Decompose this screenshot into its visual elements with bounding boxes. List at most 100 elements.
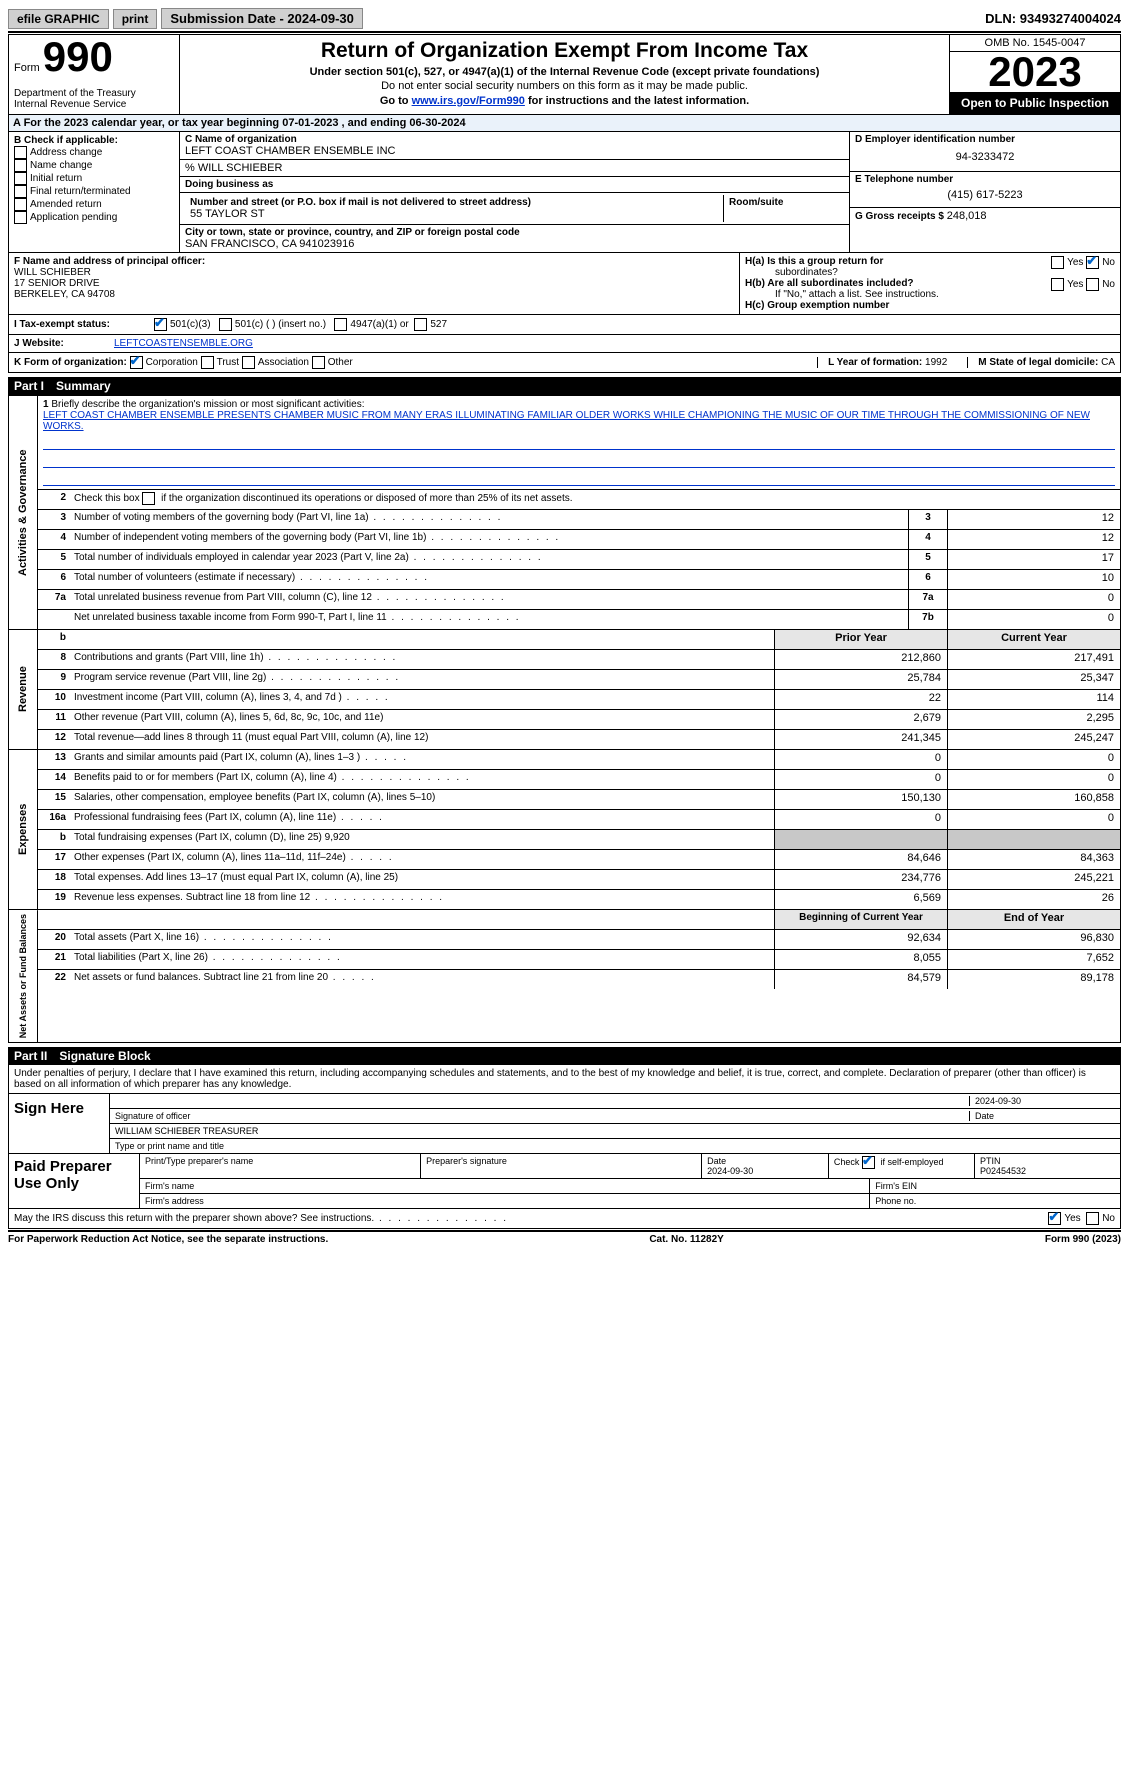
officer-addr2: BERKELEY, CA 94708	[14, 289, 734, 300]
row-k-org-form: K Form of organization: Corporation Trus…	[8, 353, 1121, 373]
chk-other[interactable]	[312, 356, 325, 369]
tax-year: 2023	[950, 52, 1120, 92]
chk-discontinued[interactable]	[142, 492, 155, 505]
section-f-h: F Name and address of principal officer:…	[8, 253, 1121, 315]
row-a-tax-year: A For the 2023 calendar year, or tax yea…	[8, 115, 1121, 132]
summary-table: Activities & Governance 1 Briefly descri…	[8, 395, 1121, 630]
vtab-governance: Activities & Governance	[9, 396, 38, 629]
paid-preparer-label: Paid Preparer Use Only	[9, 1154, 140, 1208]
q1-label: Briefly describe the organization's miss…	[51, 399, 364, 410]
submission-date: Submission Date - 2024-09-30	[161, 8, 363, 29]
gross-label: G Gross receipts $	[855, 211, 947, 222]
chk-527[interactable]	[414, 318, 427, 331]
chk-501c[interactable]	[219, 318, 232, 331]
dba-label: Doing business as	[185, 179, 844, 190]
ha-line: H(a) Is this a group return for Yes No	[745, 256, 1115, 267]
officer-addr1: 17 SENIOR DRIVE	[14, 278, 734, 289]
ein-label: D Employer identification number	[855, 134, 1115, 145]
expenses-table: Expenses 13Grants and similar amounts pa…	[8, 750, 1121, 910]
gross-value: 248,018	[947, 210, 987, 222]
row-j-website: J Website: LEFTCOASTENSEMBLE.ORG	[8, 335, 1121, 353]
footer-right: Form 990 (2023)	[1045, 1234, 1121, 1245]
ptin-value: P02454532	[980, 1166, 1026, 1176]
year-formation: 1992	[925, 357, 947, 368]
sig-officer-label: Signature of officer	[115, 1111, 969, 1121]
top-toolbar: efile GRAPHIC print Submission Date - 20…	[8, 8, 1121, 29]
street-address: 55 TAYLOR ST	[190, 208, 718, 220]
chk-address-change[interactable]: Address change	[14, 146, 174, 159]
part-ii-header: Part II Signature Block	[8, 1047, 1121, 1065]
form-header: Form 990 Department of the Treasury Inte…	[8, 34, 1121, 115]
f-label: F Name and address of principal officer:	[14, 256, 734, 267]
tel-label: E Telephone number	[855, 174, 1115, 185]
chk-501c3[interactable]	[154, 318, 167, 331]
b-header: B Check if applicable:	[14, 135, 174, 146]
dept-treasury: Department of the Treasury Internal Reve…	[14, 88, 174, 110]
vtab-netassets: Net Assets or Fund Balances	[9, 910, 38, 1042]
irs-link[interactable]: www.irs.gov/Form990	[412, 95, 525, 107]
vtab-revenue: Revenue	[9, 630, 38, 749]
care-of: % WILL SCHIEBER	[185, 162, 844, 174]
dln: DLN: 93493274004024	[985, 11, 1121, 26]
hb-line: H(b) Are all subordinates included? Yes …	[745, 278, 1115, 289]
chk-name-change[interactable]: Name change	[14, 159, 174, 172]
room-label: Room/suite	[729, 197, 839, 208]
chk-application-pending[interactable]: Application pending	[14, 211, 174, 224]
sig-intro: Under penalties of perjury, I declare th…	[9, 1065, 1120, 1093]
officer-typed-name: WILLIAM SCHIEBER TREASURER	[115, 1126, 258, 1136]
sign-here-label: Sign Here	[9, 1094, 110, 1153]
chk-trust[interactable]	[201, 356, 214, 369]
firm-name-label: Firm's name	[140, 1179, 870, 1193]
chk-initial-return[interactable]: Initial return	[14, 172, 174, 185]
chk-discuss-yes[interactable]	[1048, 1212, 1061, 1225]
prep-date: 2024-09-30	[707, 1166, 753, 1176]
mission-text: LEFT COAST CHAMBER ENSEMBLE PRESENTS CHA…	[43, 410, 1090, 432]
chk-amended-return[interactable]: Amended return	[14, 198, 174, 211]
footer-cat: Cat. No. 11282Y	[328, 1234, 1045, 1245]
prep-name-label: Print/Type preparer's name	[140, 1154, 421, 1178]
state-domicile: CA	[1101, 357, 1115, 368]
efile-btn[interactable]: efile GRAPHIC	[8, 9, 109, 29]
form-subtitle-2: Do not enter social security numbers on …	[186, 80, 943, 92]
chk-self-employed[interactable]	[862, 1156, 875, 1169]
netassets-table: Net Assets or Fund Balances Beginning of…	[8, 910, 1121, 1043]
q2-label: Check this box if the organization disco…	[70, 490, 1120, 509]
sig-date: 2024-09-30	[969, 1096, 1115, 1106]
prep-sig-label: Preparer's signature	[421, 1154, 702, 1178]
signature-block: Under penalties of perjury, I declare th…	[8, 1065, 1121, 1209]
website-link[interactable]: LEFTCOASTENSEMBLE.ORG	[114, 338, 253, 349]
chk-4947[interactable]	[334, 318, 347, 331]
ein-value: 94-3233472	[855, 145, 1115, 169]
tel-value: (415) 617-5223	[855, 185, 1115, 205]
type-print-label: Type or print name and title	[115, 1141, 224, 1151]
may-irs-discuss: May the IRS discuss this return with the…	[8, 1209, 1121, 1229]
page-footer: For Paperwork Reduction Act Notice, see …	[8, 1234, 1121, 1245]
chk-final-return[interactable]: Final return/terminated	[14, 185, 174, 198]
chk-discuss-no[interactable]	[1086, 1212, 1099, 1225]
footer-left: For Paperwork Reduction Act Notice, see …	[8, 1234, 328, 1245]
phone-label: Phone no.	[870, 1194, 1120, 1208]
form-title: Return of Organization Exempt From Incom…	[186, 39, 943, 63]
open-to-public: Open to Public Inspection	[950, 92, 1120, 114]
goto-line: Go to www.irs.gov/Form990 for instructio…	[186, 95, 943, 107]
row-i-tax-status: I Tax-exempt status: 501(c)(3) 501(c) ( …	[8, 315, 1121, 335]
part-i-header: Part I Summary	[8, 377, 1121, 395]
revenue-table: Revenue bPrior YearCurrent Year 8Contrib…	[8, 630, 1121, 750]
city-label: City or town, state or province, country…	[185, 227, 844, 238]
vtab-expenses: Expenses	[9, 750, 38, 909]
section-b-c-d: B Check if applicable: Address change Na…	[8, 132, 1121, 253]
c-name-label: C Name of organization	[185, 134, 844, 145]
form-label: Form	[14, 62, 40, 74]
chk-corp[interactable]	[130, 356, 143, 369]
street-label: Number and street (or P.O. box if mail i…	[190, 197, 718, 208]
org-name: LEFT COAST CHAMBER ENSEMBLE INC	[185, 145, 844, 157]
officer-name: WILL SCHIEBER	[14, 267, 734, 278]
form-number: 990	[43, 33, 113, 80]
city-state-zip: SAN FRANCISCO, CA 941023916	[185, 238, 844, 250]
chk-assoc[interactable]	[242, 356, 255, 369]
firm-ein-label: Firm's EIN	[870, 1179, 1120, 1193]
firm-addr-label: Firm's address	[140, 1194, 870, 1208]
print-btn[interactable]: print	[113, 9, 158, 29]
hc-line: H(c) Group exemption number	[745, 300, 1115, 311]
form-subtitle-1: Under section 501(c), 527, or 4947(a)(1)…	[186, 66, 943, 78]
